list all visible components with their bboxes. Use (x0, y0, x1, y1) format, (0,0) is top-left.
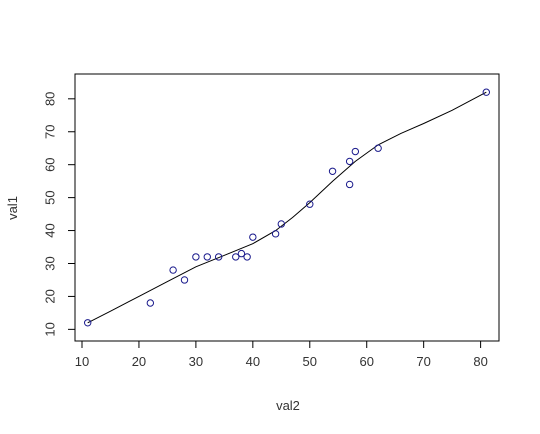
data-point (345, 180, 354, 189)
data-point (345, 157, 354, 166)
x-tick-label: 50 (303, 354, 317, 369)
y-tick-label: 80 (43, 92, 58, 106)
x-tick-label: 70 (416, 354, 430, 369)
data-point (249, 233, 257, 241)
data-point (306, 200, 314, 208)
y-axis-title: val1 (5, 196, 20, 220)
points-layer (83, 88, 491, 327)
y-tick-label: 30 (43, 256, 58, 270)
x-tick-label: 80 (473, 354, 487, 369)
data-point (482, 88, 491, 96)
data-point (243, 253, 251, 261)
data-point (83, 319, 92, 327)
y-tick-label: 70 (43, 125, 58, 139)
y-tick-label: 60 (43, 157, 58, 171)
y-tick-label: 10 (43, 322, 58, 336)
data-point (203, 253, 211, 261)
data-point (232, 253, 240, 261)
data-point (146, 299, 155, 307)
data-point (214, 253, 223, 261)
x-tick-label: 40 (246, 354, 260, 369)
data-point (328, 167, 337, 175)
plot-frame (74, 73, 500, 342)
data-point (180, 276, 189, 284)
y-tick-label: 50 (43, 190, 58, 204)
data-point (237, 249, 246, 258)
smooth-line-layer (87, 91, 487, 324)
data-point (271, 230, 280, 238)
x-tick-label: 60 (359, 354, 373, 369)
y-axis: 10 20 30 40 50 60 70 80 (43, 92, 76, 337)
x-tick-label: 20 (132, 354, 146, 369)
smooth-line (87, 91, 487, 324)
data-point (374, 144, 382, 152)
y-tick-label: 20 (43, 289, 58, 303)
x-tick-label: 30 (189, 354, 203, 369)
y-tick-label: 40 (43, 223, 58, 237)
x-tick-label: 10 (75, 354, 89, 369)
data-point (277, 220, 286, 228)
x-axis-title: val2 (276, 398, 300, 413)
x-axis: 10 20 30 40 50 60 70 80 (75, 340, 488, 369)
data-point (351, 147, 360, 156)
data-point (192, 253, 200, 261)
data-point (169, 266, 177, 274)
